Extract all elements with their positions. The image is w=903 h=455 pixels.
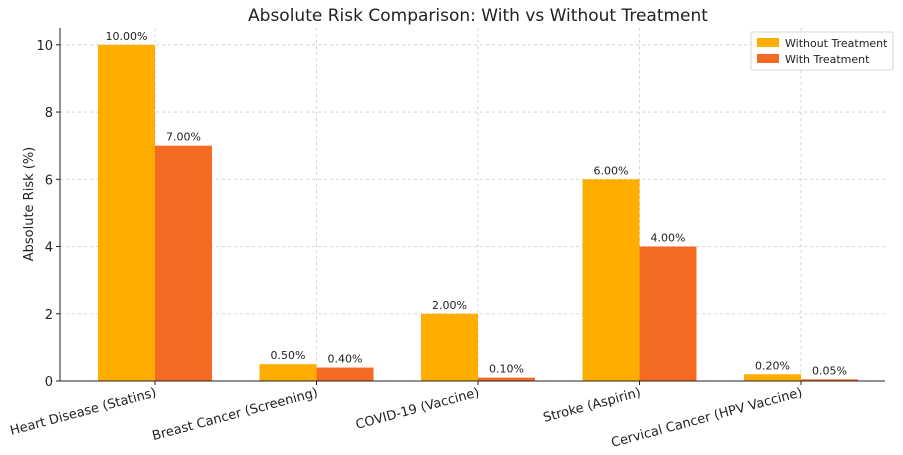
data-labels: 10.00% 0.50% 2.00% 6.00% 0.20% 7.00% 0.40% 0.10…: [106, 30, 847, 378]
y-tick-label: 2: [45, 308, 53, 323]
y-tick-label: 8: [45, 106, 53, 121]
y-tick-label: 0: [45, 375, 53, 390]
legend-box: [750, 31, 894, 71]
x-tick-label: Stroke (Aspirin): [542, 385, 643, 425]
bars: [98, 44, 858, 382]
bar-without-treatment: [744, 374, 801, 381]
bar-with-treatment: [155, 145, 212, 381]
bar-with-treatment: [801, 379, 858, 381]
data-label: 7.00%: [166, 131, 201, 144]
data-label: 0.10%: [489, 363, 524, 376]
data-label: 0.05%: [812, 364, 847, 377]
bar-without-treatment: [98, 44, 155, 382]
legend: Without Treatment With Treatment: [750, 31, 894, 71]
y-tick-label: 4: [45, 241, 53, 256]
bar-without-treatment: [259, 364, 317, 381]
data-label: 0.20%: [755, 359, 790, 372]
x-tick-label: Breast Cancer (Screening): [151, 385, 320, 444]
data-label: 0.40%: [328, 353, 363, 366]
data-label: 6.00%: [594, 164, 629, 177]
bar-with-treatment: [639, 246, 697, 381]
legend-swatch: [757, 38, 779, 47]
data-label: 4.00%: [651, 232, 686, 245]
data-label: 0.50%: [271, 349, 306, 362]
y-tick-label: 6: [45, 173, 53, 188]
bar-with-treatment: [478, 377, 535, 381]
y-tick-label: 10: [36, 39, 53, 54]
data-label: 2.00%: [432, 299, 467, 312]
bar-without-treatment: [582, 179, 640, 381]
x-tick-label: COVID-19 (Vaccine): [354, 385, 481, 432]
chart-title: Absolute Risk Comparison: With vs Withou…: [248, 6, 708, 26]
legend-swatch: [757, 54, 779, 63]
data-label: 10.00%: [106, 30, 148, 43]
y-axis-label: Absolute Risk (%): [22, 147, 37, 262]
legend-label: With Treatment: [785, 53, 870, 66]
bar-with-treatment: [316, 367, 374, 381]
bar-without-treatment: [421, 313, 478, 381]
x-tick-label: Heart Disease (Statins): [9, 385, 159, 439]
legend-label: Without Treatment: [785, 37, 888, 50]
